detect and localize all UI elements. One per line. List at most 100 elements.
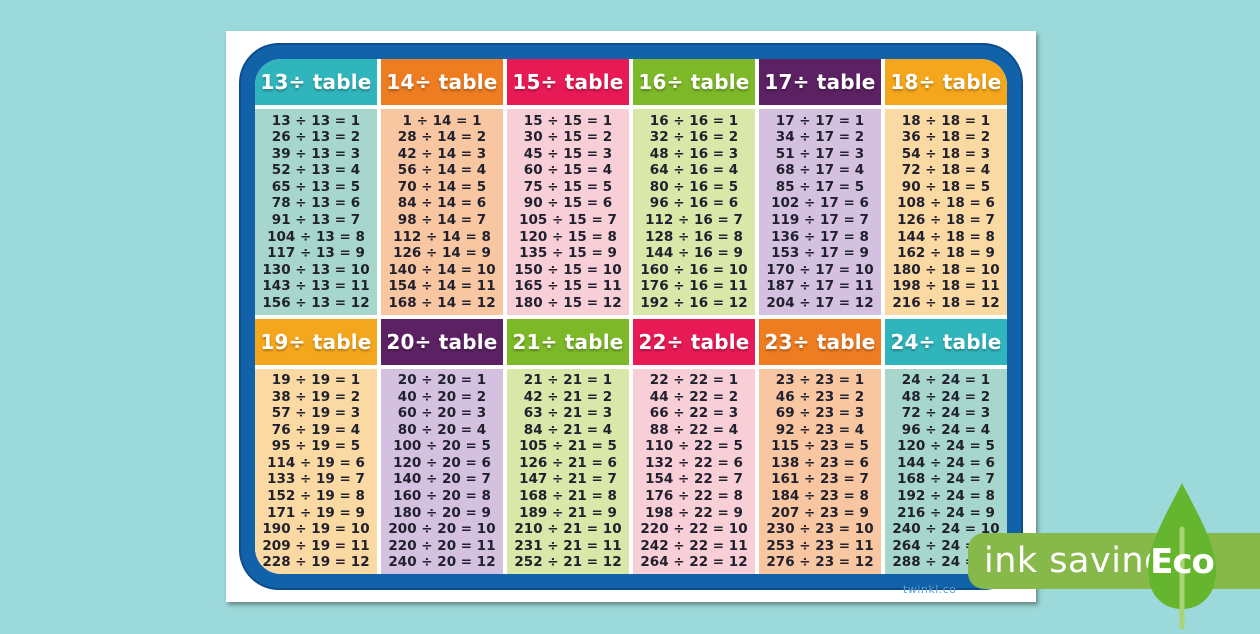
division-fact: 85 ÷ 17 = 5 — [775, 178, 865, 195]
division-fact: 168 ÷ 24 = 7 — [897, 471, 995, 488]
division-fact: 98 ÷ 14 = 7 — [397, 211, 487, 228]
division-fact: 110 ÷ 22 = 5 — [645, 438, 743, 455]
division-fact: 75 ÷ 15 = 5 — [523, 178, 613, 195]
division-fact: 95 ÷ 19 = 5 — [271, 438, 361, 455]
division-fact: 180 ÷ 15 = 12 — [514, 294, 622, 311]
table-title: 18÷ table — [885, 59, 1007, 105]
division-fact: 147 ÷ 21 = 7 — [519, 471, 617, 488]
division-fact: 154 ÷ 22 = 7 — [645, 471, 743, 488]
division-fact: 69 ÷ 23 = 3 — [775, 405, 865, 422]
division-fact: 57 ÷ 19 = 3 — [271, 405, 361, 422]
division-fact: 130 ÷ 13 = 10 — [262, 261, 370, 278]
division-fact: 105 ÷ 15 = 7 — [519, 211, 617, 228]
division-fact: 26 ÷ 13 = 2 — [271, 129, 361, 146]
division-fact: 23 ÷ 23 = 1 — [775, 372, 865, 389]
division-fact: 60 ÷ 15 = 4 — [523, 162, 613, 179]
division-table-20: 20÷ table 20 ÷ 20 = 1 40 ÷ 20 = 2 60 ÷ 20 =… — [381, 318, 503, 574]
division-fact: 204 ÷ 17 = 12 — [766, 294, 874, 311]
division-fact: 144 ÷ 24 = 6 — [897, 454, 995, 471]
division-fact: 65 ÷ 13 = 5 — [271, 178, 361, 195]
division-table-21: 21÷ table 21 ÷ 21 = 1 42 ÷ 21 = 2 63 ÷ 21 =… — [507, 318, 629, 574]
division-fact: 56 ÷ 14 = 4 — [397, 162, 487, 179]
division-fact: 252 ÷ 21 = 12 — [514, 554, 622, 571]
division-table-19: 19÷ table 19 ÷ 19 = 1 38 ÷ 19 = 2 57 ÷ 19 =… — [255, 318, 377, 574]
table-facts: 21 ÷ 21 = 1 42 ÷ 21 = 2 63 ÷ 21 = 3 84 ÷ 21… — [507, 368, 629, 574]
division-table-18: 18÷ table 18 ÷ 18 = 1 36 ÷ 18 = 2 54 ÷ 18 =… — [885, 59, 1007, 315]
division-fact: 180 ÷ 18 = 10 — [892, 261, 1000, 278]
division-fact: 154 ÷ 14 = 11 — [388, 278, 496, 295]
blue-frame: 13÷ table 13 ÷ 13 = 1 26 ÷ 13 = 2 39 ÷ 13 =… — [239, 43, 1023, 590]
eco-label: Eco — [1150, 542, 1215, 582]
division-fact: 192 ÷ 24 = 8 — [897, 488, 995, 504]
division-fact: 32 ÷ 16 = 2 — [649, 129, 739, 146]
division-fact: 189 ÷ 21 = 9 — [519, 504, 617, 521]
division-fact: 198 ÷ 18 = 11 — [892, 278, 1000, 295]
division-fact: 160 ÷ 20 = 8 — [393, 488, 491, 504]
division-fact: 48 ÷ 16 = 3 — [649, 145, 739, 162]
table-title: 21÷ table — [507, 318, 629, 365]
tables-row-top: 13÷ table 13 ÷ 13 = 1 26 ÷ 13 = 2 39 ÷ 13 =… — [255, 59, 1007, 315]
division-fact: 104 ÷ 13 = 8 — [267, 228, 365, 245]
division-fact: 16 ÷ 16 = 1 — [649, 112, 739, 129]
division-fact: 117 ÷ 13 = 9 — [267, 245, 365, 262]
division-fact: 126 ÷ 18 = 7 — [897, 211, 995, 228]
division-fact: 44 ÷ 22 = 2 — [649, 388, 739, 405]
table-facts: 17 ÷ 17 = 1 34 ÷ 17 = 2 51 ÷ 17 = 3 68 ÷ 17… — [759, 109, 881, 315]
division-fact: 165 ÷ 15 = 11 — [514, 278, 622, 295]
division-fact: 120 ÷ 20 = 6 — [393, 454, 491, 471]
division-fact: 170 ÷ 17 = 10 — [766, 261, 874, 278]
division-fact: 51 ÷ 17 = 3 — [775, 145, 865, 162]
division-fact: 140 ÷ 14 = 10 — [388, 261, 496, 278]
division-table-16: 16÷ table 16 ÷ 16 = 1 32 ÷ 16 = 2 48 ÷ 16 =… — [633, 59, 755, 315]
division-fact: 39 ÷ 13 = 3 — [271, 145, 361, 162]
division-fact: 220 ÷ 20 = 11 — [388, 537, 496, 554]
division-fact: 136 ÷ 17 = 8 — [771, 228, 869, 245]
division-fact: 84 ÷ 21 = 4 — [523, 421, 613, 438]
table-facts: 19 ÷ 19 = 1 38 ÷ 19 = 2 57 ÷ 19 = 3 76 ÷ 19… — [255, 368, 377, 574]
division-fact: 54 ÷ 18 = 3 — [901, 145, 991, 162]
division-fact: 156 ÷ 13 = 12 — [262, 294, 370, 311]
division-fact: 18 ÷ 18 = 1 — [901, 112, 991, 129]
division-fact: 240 ÷ 24 = 10 — [892, 521, 1000, 538]
division-fact: 19 ÷ 19 = 1 — [271, 372, 361, 389]
division-fact: 96 ÷ 16 = 6 — [649, 195, 739, 212]
table-facts: 24 ÷ 24 = 1 48 ÷ 24 = 2 72 ÷ 24 = 3 96 ÷ 24… — [885, 368, 1007, 574]
division-fact: 72 ÷ 24 = 3 — [901, 405, 991, 422]
division-fact: 161 ÷ 23 = 7 — [771, 471, 869, 488]
table-title: 15÷ table — [507, 59, 629, 105]
table-title: 20÷ table — [381, 318, 503, 365]
division-table-22: 22÷ table 22 ÷ 22 = 1 44 ÷ 22 = 2 66 ÷ 22 =… — [633, 318, 755, 574]
division-fact: 228 ÷ 19 = 12 — [262, 554, 370, 571]
division-fact: 209 ÷ 19 = 11 — [262, 537, 370, 554]
division-fact: 138 ÷ 23 = 6 — [771, 454, 869, 471]
division-fact: 126 ÷ 14 = 9 — [393, 245, 491, 262]
division-fact: 180 ÷ 20 = 9 — [393, 504, 491, 521]
division-fact: 24 ÷ 24 = 1 — [901, 372, 991, 389]
table-title: 22÷ table — [633, 318, 755, 365]
division-fact: 276 ÷ 23 = 12 — [766, 554, 874, 571]
division-fact: 34 ÷ 17 = 2 — [775, 129, 865, 146]
division-fact: 207 ÷ 23 = 9 — [771, 504, 869, 521]
table-facts: 13 ÷ 13 = 1 26 ÷ 13 = 2 39 ÷ 13 = 3 52 ÷ 13… — [255, 109, 377, 315]
division-fact: 230 ÷ 23 = 10 — [766, 521, 874, 538]
division-fact: 21 ÷ 21 = 1 — [523, 372, 613, 389]
division-fact: 216 ÷ 18 = 12 — [892, 294, 1000, 311]
division-fact: 13 ÷ 13 = 1 — [271, 112, 361, 129]
division-fact: 210 ÷ 21 = 10 — [514, 521, 622, 538]
division-table-13: 13÷ table 13 ÷ 13 = 1 26 ÷ 13 = 2 39 ÷ 13 =… — [255, 59, 377, 315]
division-fact: 80 ÷ 20 = 4 — [397, 421, 487, 438]
division-fact: 100 ÷ 20 = 5 — [393, 438, 491, 455]
division-table-24: 24÷ table 24 ÷ 24 = 1 48 ÷ 24 = 2 72 ÷ 24 =… — [885, 318, 1007, 574]
division-fact: 66 ÷ 22 = 3 — [649, 405, 739, 422]
division-fact: 242 ÷ 22 = 11 — [640, 537, 748, 554]
division-fact: 253 ÷ 23 = 11 — [766, 537, 874, 554]
division-fact: 231 ÷ 21 = 11 — [514, 537, 622, 554]
division-fact: 220 ÷ 22 = 10 — [640, 521, 748, 538]
table-facts: 23 ÷ 23 = 1 46 ÷ 23 = 2 69 ÷ 23 = 3 92 ÷ 23… — [759, 368, 881, 574]
division-fact: 60 ÷ 20 = 3 — [397, 405, 487, 422]
division-fact: 152 ÷ 19 = 8 — [267, 488, 365, 504]
division-fact: 38 ÷ 19 = 2 — [271, 388, 361, 405]
table-facts: 20 ÷ 20 = 1 40 ÷ 20 = 2 60 ÷ 20 = 3 80 ÷ 20… — [381, 368, 503, 574]
division-fact: 162 ÷ 18 = 9 — [897, 245, 995, 262]
